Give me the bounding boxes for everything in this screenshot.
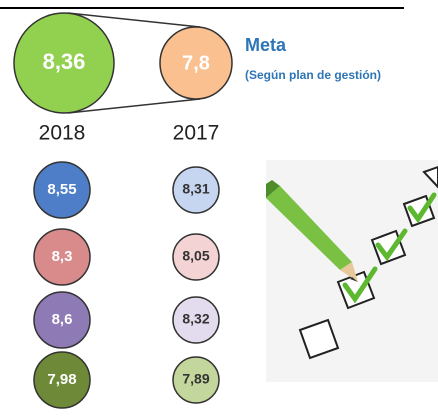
summary-2018-value: 8,36 <box>43 49 86 74</box>
value-2017: 8,31 <box>182 181 209 197</box>
column-header: 2018 <box>39 122 86 145</box>
infographic: 8,36 7,8 Meta (Según plan de gestión) 20… <box>0 0 438 411</box>
value-2018: 7,98 <box>47 371 76 388</box>
summary-2017-value: 7,8 <box>182 52 210 74</box>
column-header: 2017 <box>173 122 220 145</box>
page: {"summary": {"current": "8,36", "previou… <box>0 0 438 411</box>
value-2018: 8,6 <box>52 311 73 328</box>
value-2018: 8,55 <box>47 181 76 198</box>
checklist-image <box>266 160 438 382</box>
value-2017: 8,05 <box>182 248 209 264</box>
value-2018: 8,3 <box>52 248 73 265</box>
goal-title: Meta <box>245 35 287 55</box>
value-2017: 7,89 <box>182 371 209 387</box>
goal-note: (Según plan de gestión) <box>245 68 381 82</box>
value-2017: 8,32 <box>182 311 209 327</box>
